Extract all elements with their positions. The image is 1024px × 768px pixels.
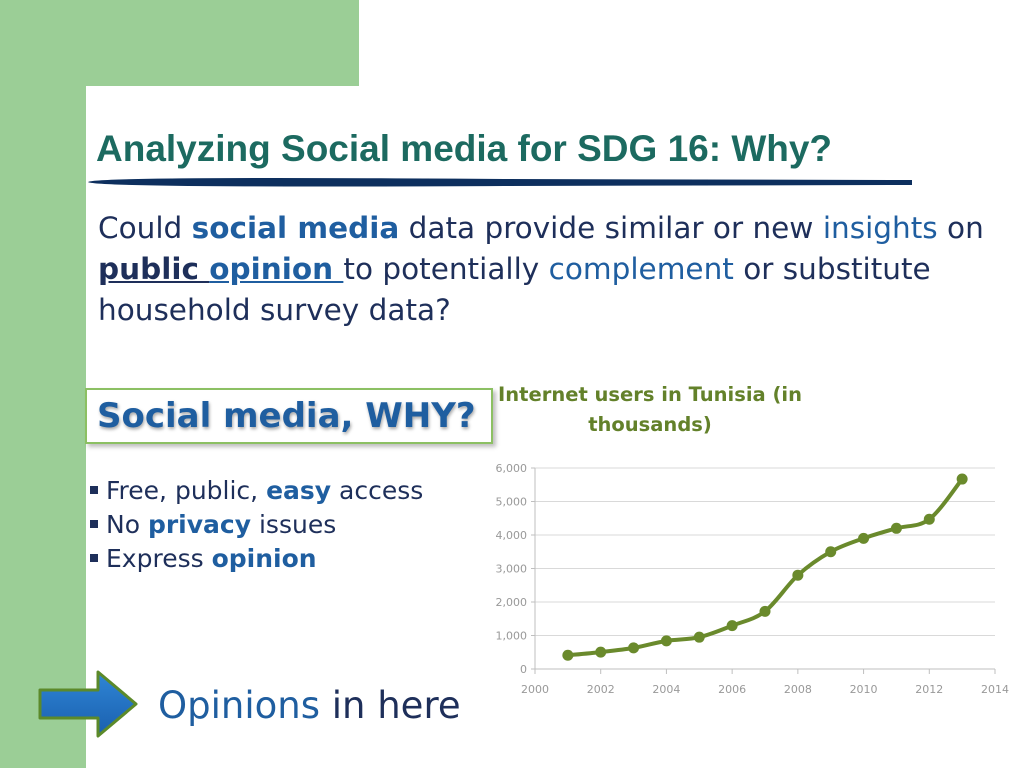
x-tick-label: 2002 [587, 683, 615, 696]
x-tick-label: 2004 [652, 683, 680, 696]
bullet-text: Free, public, [106, 476, 267, 505]
left-green-band [0, 0, 86, 768]
question-part: Could [98, 211, 192, 245]
data-point [825, 546, 837, 558]
opinions-rest: in here [319, 684, 461, 727]
data-point [726, 620, 738, 632]
bullet-text: Express [106, 544, 212, 573]
bullet-text: access [331, 476, 424, 505]
research-question: Could social media data provide similar … [98, 208, 1008, 331]
x-tick-label: 2014 [981, 683, 1009, 696]
question-keyword-social-media: social media [191, 211, 400, 245]
question-keyword-insights: insights [822, 211, 938, 245]
data-point [858, 532, 870, 544]
question-keyword-public: public [98, 252, 210, 286]
title-underline [88, 178, 912, 187]
data-point [628, 642, 640, 654]
y-tick-label: 5,000 [496, 496, 528, 509]
data-point [660, 635, 672, 647]
chart-title: Internet users in Tunisia (in thousands) [498, 383, 802, 436]
question-part: on [937, 211, 984, 245]
x-tick-label: 2008 [784, 683, 812, 696]
bullet-text: issues [251, 510, 337, 539]
y-tick-label: 6,000 [496, 462, 528, 475]
data-point [956, 473, 968, 485]
slide-title: Analyzing Social media for SDG 16: Why? [96, 128, 833, 169]
data-point [562, 649, 574, 661]
data-point [693, 631, 705, 643]
square-bullet-icon [90, 486, 98, 494]
square-bullet-icon [90, 554, 98, 562]
y-tick-label: 4,000 [496, 529, 528, 542]
x-tick-label: 2010 [850, 683, 878, 696]
list-item: No privacy issues [88, 508, 423, 542]
y-tick-label: 3,000 [496, 563, 528, 576]
list-item: Express opinion [88, 542, 423, 576]
bullet-text: No [106, 510, 148, 539]
x-tick-label: 2012 [915, 683, 943, 696]
y-tick-label: 1,000 [496, 630, 528, 643]
right-arrow-icon [38, 670, 138, 738]
bullet-keyword: opinion [211, 544, 317, 573]
internet-users-line-chart: 0 1,000 2,000 3,000 4,000 5,000 6,000 2000 2002 2… [496, 462, 1010, 696]
data-point [759, 605, 771, 617]
y-tick-label: 0 [520, 663, 527, 676]
opinions-caption: Opinions in here [158, 684, 461, 727]
y-tick-label: 2,000 [496, 596, 528, 609]
box-heading: Social media, WHY? [97, 396, 476, 436]
series-line [567, 477, 964, 658]
social-media-why-box: Social media, WHY? [85, 388, 493, 444]
data-point [890, 522, 902, 534]
bullet-keyword: privacy [147, 510, 252, 539]
x-tick-label: 2000 [521, 683, 549, 696]
opinions-keyword: Opinions [158, 684, 320, 727]
x-tick-label: 2006 [718, 683, 746, 696]
data-point [792, 569, 804, 581]
top-green-band [0, 0, 359, 86]
question-part: to potentially [343, 252, 549, 286]
bullet-keyword: easy [266, 476, 332, 505]
question-keyword-opinion: opinion [209, 252, 344, 286]
reasons-list: Free, public, easy access No privacy iss… [88, 474, 423, 576]
data-point [595, 646, 607, 658]
square-bullet-icon [90, 520, 98, 528]
data-point [923, 513, 935, 525]
question-keyword-complement: complement [548, 252, 734, 286]
question-part: or substitute household survey data? [98, 252, 931, 327]
list-item: Free, public, easy access [88, 474, 423, 508]
question-part: data provide similar or new [399, 211, 823, 245]
